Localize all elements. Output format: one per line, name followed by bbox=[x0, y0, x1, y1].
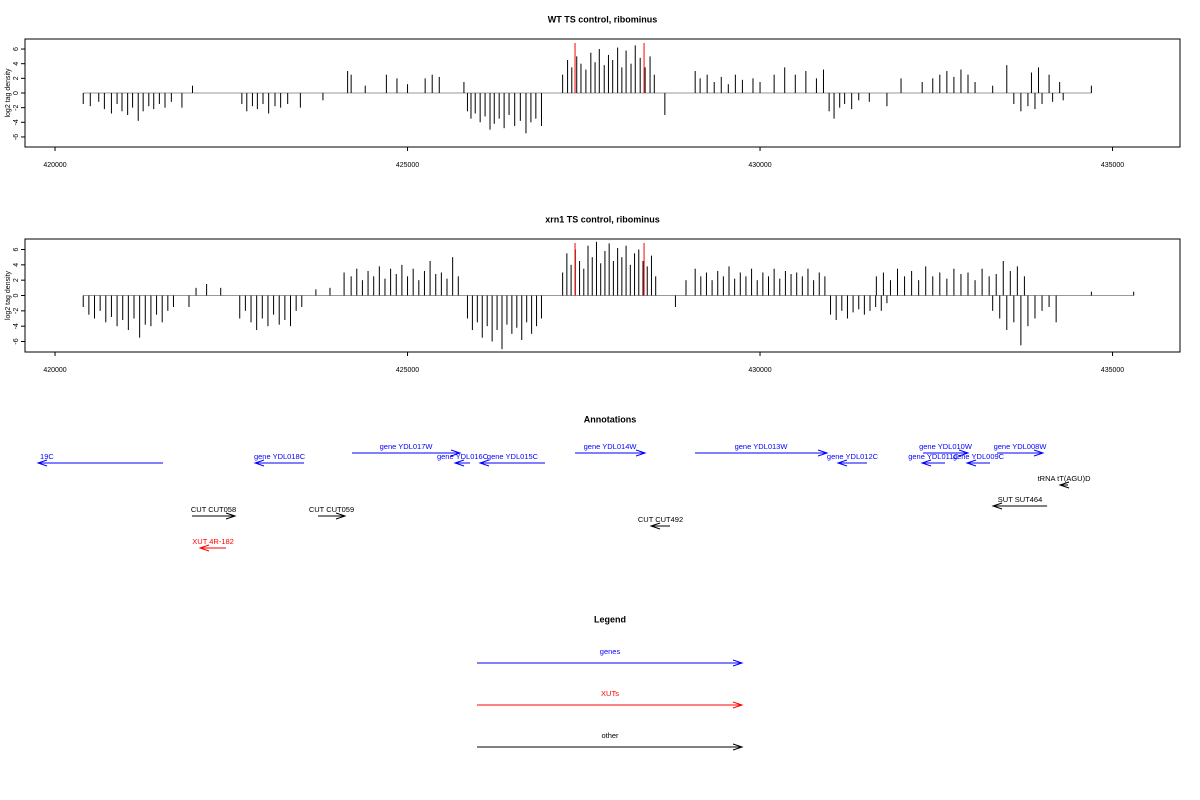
feature-arrow bbox=[352, 449, 462, 457]
feature-arrow bbox=[920, 459, 946, 467]
feature-arrow bbox=[923, 449, 970, 457]
feature-label: gene YDL018C bbox=[254, 452, 306, 461]
feature-label: SUT SUT464 bbox=[998, 495, 1042, 504]
y-tick-label: 6 bbox=[13, 47, 20, 51]
feature-label: gene YDL016C bbox=[437, 452, 489, 461]
feature-arrow bbox=[317, 512, 347, 520]
feature-label: gene YDL015C bbox=[487, 452, 539, 461]
y-tick-label: -2 bbox=[13, 104, 20, 110]
feature-arrow bbox=[996, 449, 1045, 457]
x-tick-label: 435000 bbox=[1101, 162, 1124, 169]
feature-arrow bbox=[649, 522, 671, 530]
legend-label: genes bbox=[600, 647, 621, 656]
y-tick-label: 2 bbox=[13, 76, 20, 80]
y-tick-label: 2 bbox=[13, 278, 20, 282]
y-tick-label: -4 bbox=[13, 119, 20, 125]
legend-arrow bbox=[477, 701, 744, 709]
feature-arrow bbox=[836, 459, 867, 467]
feature-arrow bbox=[1058, 481, 1070, 489]
feature-arrow bbox=[198, 544, 227, 552]
y-tick-label: 4 bbox=[13, 62, 20, 66]
feature-label: gene YDL008W bbox=[994, 442, 1048, 451]
chart-title: xrn1 TS control, ribominus bbox=[545, 214, 660, 224]
feature-arrow bbox=[991, 502, 1048, 510]
y-tick-label: -4 bbox=[13, 323, 20, 329]
x-tick-label: 430000 bbox=[748, 367, 771, 374]
feature-label: CUT CUT059 bbox=[309, 505, 354, 514]
x-tick-label: 425000 bbox=[396, 367, 419, 374]
feature-label: gene YDL009C bbox=[953, 452, 1005, 461]
legend-label: XUTs bbox=[601, 689, 619, 698]
feature-arrow bbox=[253, 459, 305, 467]
y-tick-label: 0 bbox=[13, 91, 20, 95]
feature-label: gene YDL014W bbox=[584, 442, 638, 451]
feature-arrow bbox=[695, 449, 829, 457]
x-tick-label: 420000 bbox=[43, 162, 66, 169]
y-tick-label: -6 bbox=[13, 338, 20, 344]
annotations-title: Annotations bbox=[584, 414, 637, 424]
feature-arrow bbox=[192, 512, 237, 520]
feature-label: gene YDL012C bbox=[827, 452, 879, 461]
legend-title: Legend bbox=[594, 614, 626, 624]
feature-arrow bbox=[478, 459, 546, 467]
y-tick-label: 0 bbox=[13, 293, 20, 297]
legend-label: other bbox=[601, 731, 619, 740]
feature-arrow bbox=[453, 459, 471, 467]
x-tick-label: 425000 bbox=[396, 162, 419, 169]
feature-label: gene YDL017W bbox=[380, 442, 434, 451]
feature-label: CUT CUT058 bbox=[191, 505, 236, 514]
y-tick-label: 6 bbox=[13, 247, 20, 251]
feature-label: gene YDL013W bbox=[735, 442, 789, 451]
feature-label: gene YDL011C bbox=[908, 452, 959, 461]
y-axis-label: log2 tag density bbox=[5, 68, 12, 118]
y-axis-label: log2 tag density bbox=[5, 270, 12, 320]
y-tick-label: 4 bbox=[13, 263, 20, 267]
feature-arrow bbox=[575, 449, 647, 457]
feature-arrow bbox=[965, 459, 991, 467]
x-tick-label: 430000 bbox=[748, 162, 771, 169]
feature-label: CUT CUT492 bbox=[638, 515, 683, 524]
feature-arrow bbox=[36, 459, 164, 467]
feature-label: tRNA tT(AGU)D bbox=[1038, 474, 1092, 483]
x-tick-label: 435000 bbox=[1101, 367, 1124, 374]
feature-label: 19C bbox=[40, 452, 54, 461]
feature-label: gene YDL010W bbox=[919, 442, 973, 451]
feature-label: XUT 4R-182 bbox=[192, 537, 234, 546]
legend-arrow bbox=[477, 743, 744, 751]
x-tick-label: 420000 bbox=[43, 367, 66, 374]
chart-title: WT TS control, ribominus bbox=[548, 14, 658, 24]
y-tick-label: -2 bbox=[13, 308, 20, 314]
y-tick-label: -6 bbox=[13, 134, 20, 140]
legend-arrow bbox=[477, 659, 744, 667]
